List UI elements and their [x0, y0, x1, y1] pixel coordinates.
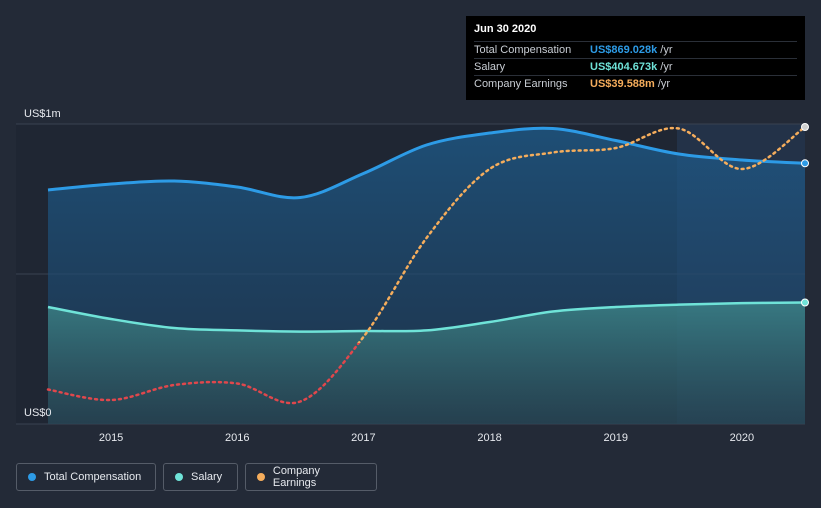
x-tick-label: 2017 [351, 432, 375, 444]
tooltip-unit: /yr [657, 78, 671, 90]
tooltip-unit: /yr [660, 44, 673, 56]
tooltip-unit: /yr [660, 61, 673, 73]
legend-item-company-earnings[interactable]: Company Earnings [245, 463, 377, 491]
salary-end-point [801, 298, 809, 307]
company-earnings-end-point [801, 123, 809, 131]
company-earnings-line-negative [46, 343, 361, 405]
total-compensation-end-point [801, 159, 809, 168]
tooltip-date: Jun 30 2020 [474, 23, 537, 35]
x-tick-label: 2019 [604, 432, 628, 444]
x-tick-label: 2020 [730, 432, 754, 444]
tooltip-value: US$869.028k [590, 44, 658, 56]
legend: Total Compensation Salary Company Earnin… [16, 463, 377, 491]
tooltip: Jun 30 2020 Total Compensation US$869.02… [466, 16, 805, 100]
legend-dot-icon [28, 473, 36, 481]
salary-area [48, 302, 805, 424]
tooltip-label: Total Compensation [474, 44, 572, 56]
legend-label: Company Earnings [272, 465, 320, 489]
tooltip-label: Company Earnings [474, 78, 568, 90]
tooltip-row-earnings: Company Earnings US$39.588m /yr [474, 75, 797, 92]
legend-item-total-compensation[interactable]: Total Compensation [16, 463, 156, 491]
x-tick-label: 2015 [99, 432, 123, 444]
tooltip-row-total: Total Compensation US$869.028k /yr [474, 41, 797, 58]
tooltip-value: US$39.588m [590, 78, 655, 90]
company-earnings-line [357, 125, 807, 343]
y-axis-top-label: US$1m [24, 108, 61, 120]
tooltip-label: Salary [474, 61, 506, 73]
legend-dot-icon [175, 473, 183, 481]
y-axis-bottom-label: US$0 [24, 407, 52, 419]
legend-label: Salary [191, 471, 223, 483]
legend-label: Total Compensation [44, 471, 142, 483]
tooltip-row-salary: Salary US$404.673k /yr [474, 58, 797, 75]
x-axis: 2015 2016 2017 2018 2019 2020 [99, 432, 754, 444]
legend-dot-icon [257, 473, 265, 481]
salary-line [47, 301, 806, 333]
legend-item-salary[interactable]: Salary [163, 463, 238, 491]
series-layer [46, 123, 809, 424]
total-compensation-line [47, 126, 806, 200]
x-tick-label: 2018 [477, 432, 501, 444]
x-tick-label: 2016 [225, 432, 249, 444]
tooltip-value: US$404.673k [590, 61, 658, 73]
